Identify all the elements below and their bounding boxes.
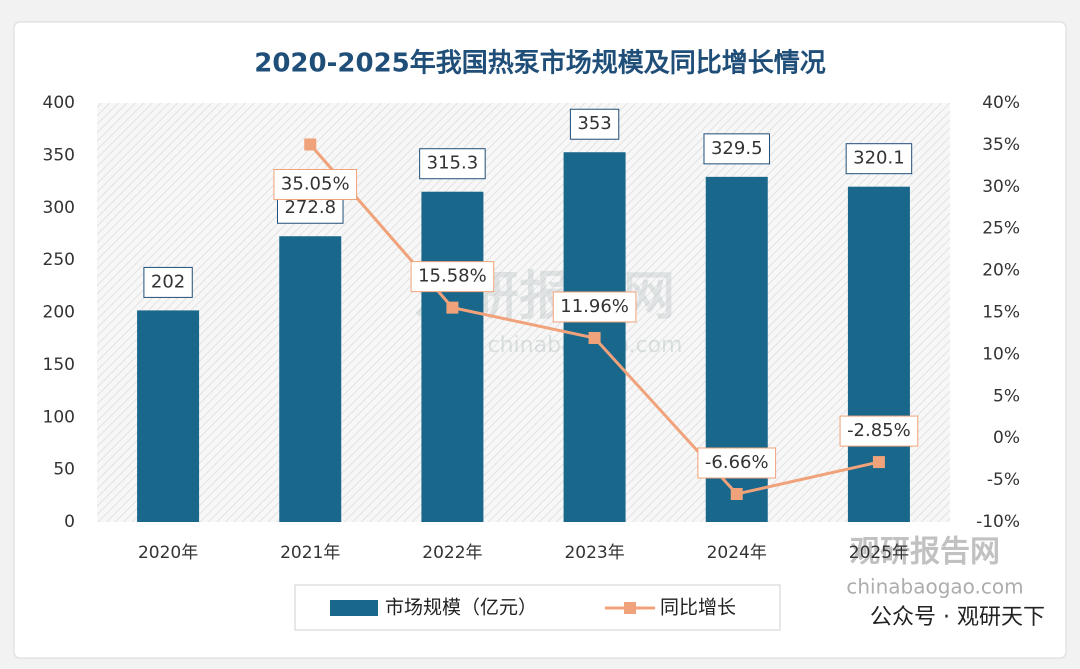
data-label: 35.05% xyxy=(281,173,350,194)
y-tick-label: 50 xyxy=(53,460,75,480)
watermark: chinabaogao.com xyxy=(846,575,1023,599)
y2-tick-label: 40% xyxy=(982,93,1020,113)
data-label: 11.96% xyxy=(560,296,629,317)
footer: 公众号 · 观研天下 xyxy=(870,605,1045,630)
data-label-box xyxy=(703,133,771,165)
y-tick-label: 150 xyxy=(43,355,75,375)
bar xyxy=(279,236,342,522)
marker xyxy=(588,331,601,344)
y2-tick-label: 15% xyxy=(982,303,1020,323)
x-tick-label: 2023年 xyxy=(564,543,624,563)
data-label-box xyxy=(419,148,486,180)
y-tick-label: 0 xyxy=(64,512,75,532)
y-tick-label: 300 xyxy=(43,198,75,218)
x-tick-label: 2021年 xyxy=(280,543,340,563)
data-label-box xyxy=(839,415,919,447)
y2-tick-label: 10% xyxy=(982,344,1020,364)
watermark: 观研报告网 xyxy=(850,535,1000,570)
data-label: 272.8 xyxy=(284,197,336,218)
data-label: 353 xyxy=(577,113,611,134)
data-label: 315.3 xyxy=(427,153,479,174)
bar xyxy=(421,191,484,522)
marker xyxy=(446,301,459,314)
data-label: 15.58% xyxy=(418,266,487,287)
chart-title: 2020-2025年我国热泵市场规模及同比增长情况 xyxy=(254,48,826,79)
legend-swatch xyxy=(330,600,378,616)
data-label-box xyxy=(143,266,193,298)
y2-tick-label: 20% xyxy=(982,261,1020,281)
y-tick-label: 350 xyxy=(43,145,75,165)
legend-swatch xyxy=(624,602,636,614)
data-label-box xyxy=(410,261,495,293)
data-label: -6.66% xyxy=(705,452,769,473)
data-label: -2.85% xyxy=(847,420,911,441)
y2-tick-label: 30% xyxy=(982,177,1020,197)
y-tick-label: 100 xyxy=(43,407,75,427)
marker xyxy=(304,138,317,151)
data-label: 320.1 xyxy=(853,148,905,169)
x-tick-label: 2024年 xyxy=(707,543,767,563)
x-tick-label: 2020年 xyxy=(138,543,198,563)
x-tick-label: 2025年 xyxy=(849,543,909,563)
data-label-box xyxy=(552,291,637,323)
data-label-box xyxy=(273,168,358,200)
x-tick-label: 2022年 xyxy=(422,543,482,563)
bar xyxy=(137,310,200,522)
data-label-box xyxy=(845,143,913,175)
legend-label: 市场规模（亿元） xyxy=(385,597,537,619)
marker xyxy=(872,456,885,469)
data-label: 329.5 xyxy=(711,138,763,159)
y-tick-label: 400 xyxy=(43,93,75,113)
y2-tick-label: 35% xyxy=(982,135,1020,155)
data-label: 202 xyxy=(151,271,185,292)
y2-tick-label: 0% xyxy=(993,428,1020,448)
y2-tick-label: -10% xyxy=(976,512,1020,532)
bar xyxy=(847,186,910,522)
plot-area xyxy=(97,103,950,522)
y2-tick-label: -5% xyxy=(987,470,1020,490)
y2-tick-label: 25% xyxy=(982,219,1020,239)
data-label-box xyxy=(697,447,777,479)
y-tick-label: 200 xyxy=(43,303,75,323)
y2-tick-label: 5% xyxy=(993,386,1020,406)
legend-label: 同比增长 xyxy=(660,597,736,619)
data-label-box xyxy=(569,108,620,140)
y-tick-label: 250 xyxy=(43,250,75,270)
marker xyxy=(730,488,743,501)
